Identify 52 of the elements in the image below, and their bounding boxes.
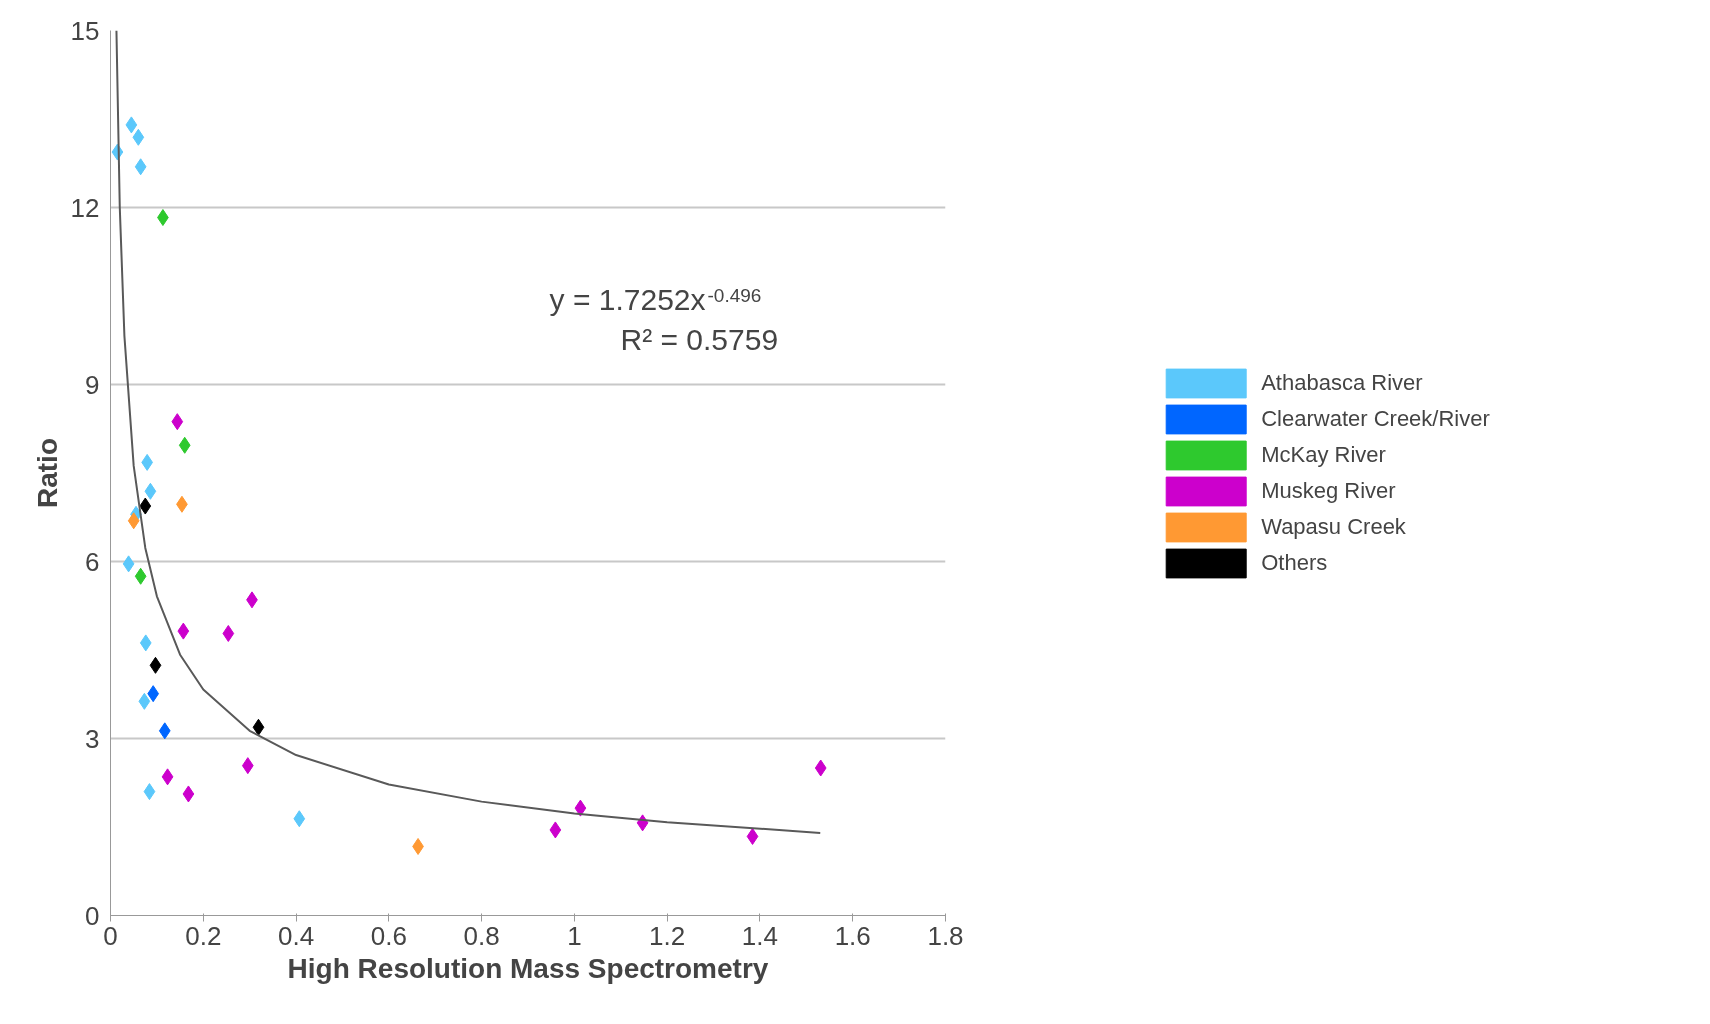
point bbox=[134, 567, 147, 585]
legend-label: Others bbox=[1261, 549, 1328, 576]
point bbox=[144, 482, 157, 500]
x-tick-label: 1.4 bbox=[741, 920, 779, 951]
legend-label: Athabasca River bbox=[1261, 369, 1423, 396]
y-tick-label: 6 bbox=[85, 546, 100, 577]
point bbox=[143, 783, 156, 801]
x-tick-label: 0.6 bbox=[370, 920, 407, 951]
y-tick-label: 12 bbox=[70, 192, 100, 223]
point bbox=[252, 718, 265, 736]
x-tick-label: 1 bbox=[567, 920, 582, 951]
annotation: R² = 0.5759 bbox=[620, 322, 779, 356]
x-tick-label: 0.8 bbox=[463, 920, 500, 951]
point bbox=[549, 821, 562, 839]
y-tick-label: 9 bbox=[85, 369, 100, 400]
y-tick-label: 0 bbox=[85, 900, 100, 931]
y-axis-title: Ratio bbox=[31, 438, 63, 508]
point bbox=[746, 827, 759, 845]
x-tick-label: 0.4 bbox=[277, 920, 315, 951]
point bbox=[122, 555, 135, 573]
point bbox=[138, 692, 151, 710]
point bbox=[149, 656, 162, 674]
point bbox=[182, 785, 195, 803]
point bbox=[132, 128, 145, 146]
legend-label: Muskeg River bbox=[1261, 477, 1396, 504]
point bbox=[241, 757, 254, 775]
point bbox=[177, 622, 190, 640]
y-tick-label: 15 bbox=[70, 15, 100, 46]
x-tick-label: 1.6 bbox=[834, 920, 871, 951]
point bbox=[574, 799, 587, 817]
legend-label: Wapasu Creek bbox=[1261, 513, 1406, 540]
point bbox=[139, 497, 152, 515]
point bbox=[178, 436, 191, 454]
point bbox=[125, 116, 138, 134]
line-series bbox=[115, 30, 822, 834]
y-tick-label: 3 bbox=[85, 723, 100, 754]
point bbox=[293, 810, 306, 828]
point bbox=[127, 512, 140, 530]
x-tick-label: 1.8 bbox=[927, 920, 964, 951]
x-axis-title: High Resolution Mass Spectrometry bbox=[287, 952, 769, 984]
point bbox=[161, 768, 174, 786]
point bbox=[171, 413, 184, 431]
point bbox=[134, 158, 147, 176]
point bbox=[158, 722, 171, 740]
legend-label: McKay River bbox=[1261, 441, 1386, 468]
legend-label: Clearwater Creek/River bbox=[1261, 405, 1490, 432]
point bbox=[222, 624, 235, 642]
x-tick-label: 0.2 bbox=[185, 920, 222, 951]
point bbox=[814, 759, 827, 777]
point bbox=[139, 634, 152, 652]
point bbox=[147, 685, 160, 703]
x-tick-label: 1.2 bbox=[649, 920, 686, 951]
